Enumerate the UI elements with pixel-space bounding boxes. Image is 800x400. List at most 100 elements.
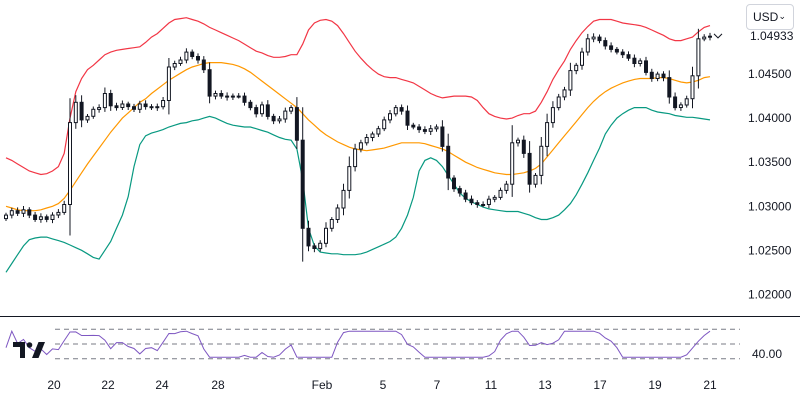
- candle-body: [457, 188, 462, 194]
- candle-body: [312, 245, 317, 249]
- candle-body: [614, 48, 619, 53]
- candle-body: [132, 106, 136, 110]
- candle-body: [85, 115, 90, 121]
- candle-body: [294, 107, 299, 141]
- candle-body: [469, 198, 474, 204]
- y-tick-label: 1.04000: [748, 111, 792, 125]
- candle-body: [271, 115, 276, 122]
- candle-body: [661, 73, 666, 79]
- candle-body: [201, 59, 206, 71]
- candle-body: [708, 35, 712, 38]
- candle-body: [97, 107, 102, 110]
- candle-body: [609, 45, 614, 50]
- candle-body: [556, 96, 561, 109]
- candle-body: [638, 60, 643, 65]
- candle-body: [568, 70, 573, 91]
- candle-body: [161, 100, 166, 108]
- x-tick-label: 28: [211, 378, 225, 392]
- candle-body: [102, 93, 107, 109]
- candle-body: [108, 93, 113, 107]
- candle-body: [347, 166, 352, 191]
- rsi-line: [5, 329, 711, 358]
- candle-body: [260, 104, 264, 115]
- candle-body: [254, 107, 259, 115]
- last-price-marker: [713, 33, 723, 39]
- y-tick-label: 1.04500: [748, 67, 792, 81]
- candle-body: [358, 142, 363, 150]
- x-tick-label: 24: [155, 378, 169, 392]
- candle-body: [388, 113, 392, 121]
- candle-body: [673, 96, 678, 109]
- candle-body: [667, 77, 672, 98]
- candle-body: [265, 104, 270, 117]
- candle-body: [574, 64, 579, 72]
- candle-body: [428, 128, 433, 132]
- candle-body: [4, 214, 8, 220]
- candle-body: [283, 110, 288, 120]
- x-tick-label: 22: [101, 378, 115, 392]
- x-tick-label: 13: [538, 378, 552, 392]
- candle-body: [79, 101, 84, 121]
- candle-body: [399, 107, 404, 112]
- candle-body: [225, 95, 230, 98]
- candle-body: [184, 51, 189, 61]
- candle-body: [306, 227, 311, 247]
- candle-body: [15, 210, 20, 214]
- candle-body: [56, 211, 61, 216]
- tradingview-logo-icon: [13, 342, 45, 358]
- candle-body: [21, 209, 26, 214]
- last-price-label: 1.04933: [750, 29, 794, 43]
- candle-body: [684, 98, 689, 106]
- candle-body: [475, 202, 480, 205]
- candle-body: [434, 126, 439, 130]
- candle-body: [50, 214, 55, 221]
- rsi-level-label: 40.00: [752, 347, 782, 361]
- candle-body: [603, 40, 608, 47]
- candle-body: [219, 93, 224, 97]
- candle-body: [411, 124, 416, 128]
- candle-body: [463, 192, 468, 200]
- candle-body: [126, 103, 131, 108]
- currency-select[interactable]: USD ⌄: [746, 4, 794, 30]
- candle-body: [207, 69, 212, 97]
- x-tick-label: 7: [434, 378, 441, 392]
- candle-body: [510, 142, 515, 185]
- candle-body: [545, 122, 550, 147]
- currency-select-value: USD: [753, 10, 779, 24]
- candle-body: [62, 204, 67, 213]
- candle-body: [376, 128, 381, 135]
- candle-body: [492, 196, 497, 200]
- x-tick-label: 20: [47, 378, 61, 392]
- candle-body: [417, 126, 422, 131]
- candle-body: [300, 139, 305, 229]
- x-tick-label: 21: [703, 378, 717, 392]
- candle-body: [585, 38, 590, 53]
- candle-body: [591, 36, 596, 40]
- candle-body: [73, 101, 78, 124]
- x-tick-label: 19: [648, 378, 662, 392]
- candle-body: [382, 119, 387, 130]
- candle-body: [155, 106, 160, 109]
- candle-body: [341, 189, 346, 209]
- candle-body: [196, 56, 200, 61]
- bollinger-lower-line: [5, 107, 711, 273]
- x-tick-label: Feb: [312, 378, 333, 392]
- bollinger-upper-line: [5, 17, 711, 176]
- candle-body: [702, 36, 707, 40]
- candle-body: [137, 103, 142, 110]
- candle-body: [690, 75, 695, 100]
- candle-body: [527, 152, 532, 185]
- candle-body: [318, 242, 323, 250]
- candle-body: [521, 139, 526, 154]
- candle-body: [166, 66, 171, 101]
- candle-body: [481, 204, 486, 206]
- candle-body: [172, 63, 177, 68]
- candle-body: [33, 214, 38, 221]
- x-tick-label: 5: [380, 378, 387, 392]
- candle-body: [626, 54, 631, 59]
- candle-body: [422, 129, 427, 132]
- candle-body: [27, 209, 32, 216]
- candle-body: [9, 210, 14, 216]
